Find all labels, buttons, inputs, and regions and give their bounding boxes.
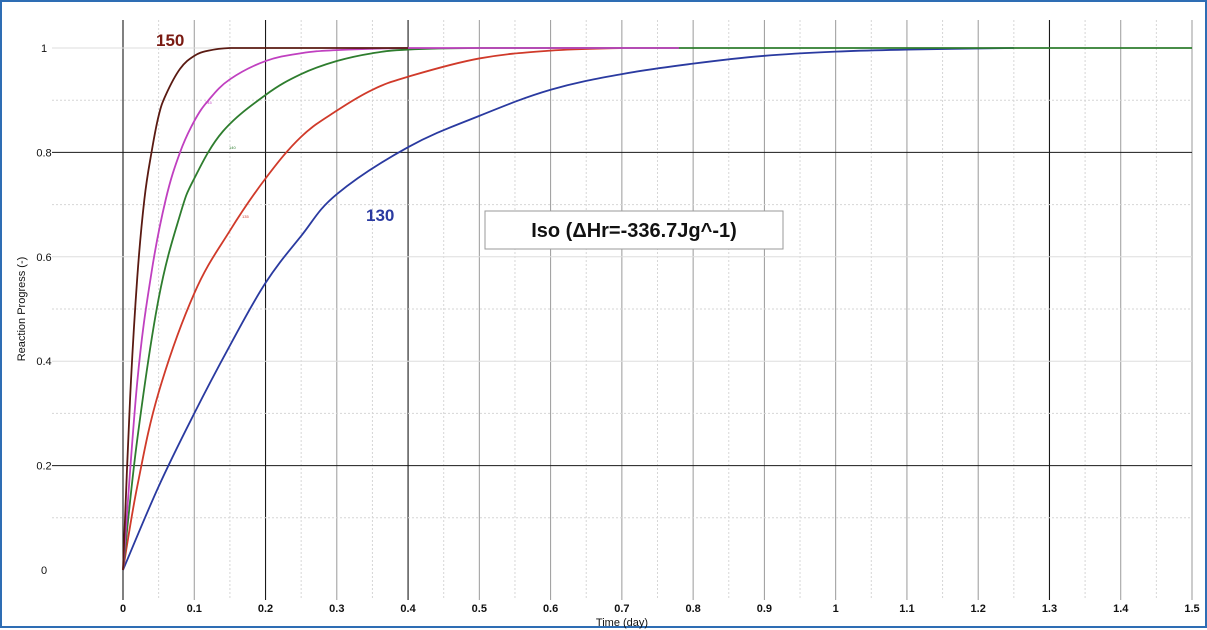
x-tick-label: 1 xyxy=(833,603,839,615)
y-tick-label: 0 xyxy=(41,565,47,577)
annotation-background xyxy=(484,210,784,250)
x-tick-label: 0.4 xyxy=(400,603,416,615)
x-tick-label: 1.5 xyxy=(1184,603,1199,615)
series-line-145 xyxy=(122,47,679,571)
x-tick-label: 0.9 xyxy=(757,603,772,615)
y-tick-label: 1 xyxy=(41,43,47,55)
annotation-text: Iso (ΔHr=-336.7Jg^-1) xyxy=(531,220,737,242)
x-axis-title: Time (day) xyxy=(596,617,648,629)
x-tick-label: 0.7 xyxy=(614,603,629,615)
y-tick-label: 0.6 xyxy=(36,252,51,264)
y-tick-label: 0.4 xyxy=(36,356,51,368)
x-tick-label: 0.3 xyxy=(329,603,344,615)
tick-labels: 0 0.1 0.2 0.3 0.4 0.5 0.6 0.7 0.8 0.9 1 1.1 1.2 1.3 1.… xyxy=(36,43,1199,615)
series-lines xyxy=(122,47,1192,571)
x-tick-label: 0.1 xyxy=(187,603,202,615)
x-tick-label: 1.1 xyxy=(899,603,914,615)
series-labels: 150 145 140 135 130 xyxy=(156,31,394,225)
grid-lines xyxy=(52,20,1193,600)
y-tick-label: 0.8 xyxy=(36,147,51,159)
annotation-box: Iso (ΔHr=-336.7Jg^-1) xyxy=(484,210,784,250)
series-line-150 xyxy=(122,47,409,571)
x-tick-label: 0.5 xyxy=(472,603,487,615)
x-tick-label: 0.2 xyxy=(258,603,273,615)
x-tick-label: 1.4 xyxy=(1113,603,1129,615)
y-tick-label: 0.2 xyxy=(36,461,51,473)
x-tick-label: 0.8 xyxy=(685,603,700,615)
x-tick-label: 1.2 xyxy=(971,603,986,615)
x-tick-label: 0.6 xyxy=(543,603,558,615)
x-tick-label: 1.3 xyxy=(1042,603,1057,615)
y-axis-title: Reaction Progress (-) xyxy=(16,257,28,362)
series-line-130 xyxy=(122,47,1014,571)
series-label-140: 140 xyxy=(229,145,236,150)
series-line-135 xyxy=(122,47,622,571)
series-label-130: 130 xyxy=(366,206,394,225)
series-label-150: 150 xyxy=(156,31,184,50)
series-label-135: 135 xyxy=(242,214,249,219)
x-tick-label: 0 xyxy=(120,603,126,615)
series-label-145: 145 xyxy=(205,100,212,105)
series-line-140 xyxy=(122,47,1192,571)
